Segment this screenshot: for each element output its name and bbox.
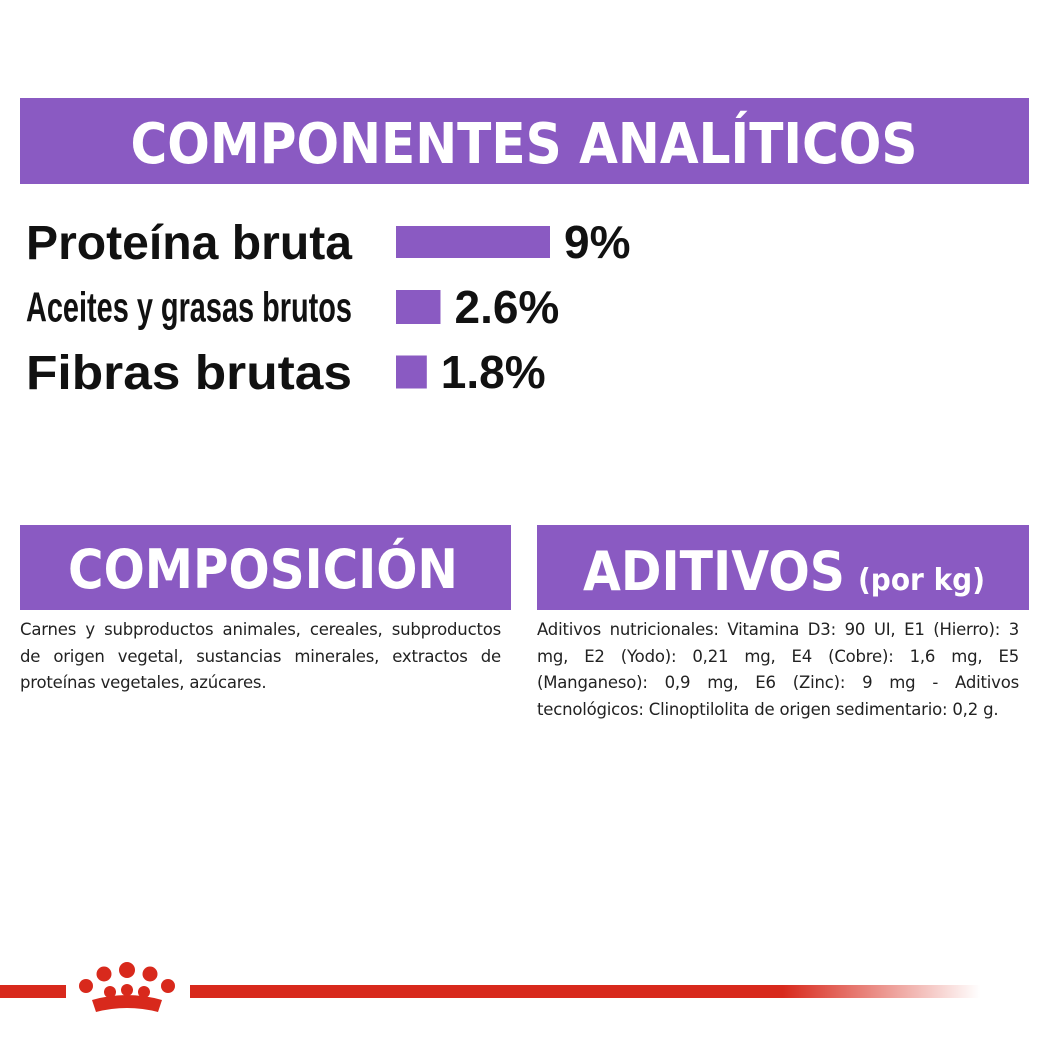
additives-text: Aditivos nutricionales: Vitamina D3: 90 … (537, 620, 1019, 719)
header-title: COMPONENTES ANALÍTICOS (131, 111, 918, 177)
additives-title: ADITIVOS (583, 540, 845, 603)
bar (396, 226, 550, 258)
category-label: Fibras brutas (26, 347, 352, 400)
logo (79, 962, 175, 1012)
footer-line (190, 985, 980, 998)
footer-line (0, 985, 66, 998)
category-label: Aceites y grasas brutos (26, 284, 352, 331)
additives-band (537, 525, 1029, 610)
value-label: 9% (564, 216, 630, 268)
composition-band (20, 525, 511, 610)
additives-subtitle: (por kg) (858, 563, 985, 598)
header-band (20, 98, 1029, 184)
composition-text: Carnes y subproductos animales, cereales… (20, 620, 501, 692)
value-label: 2.6% (454, 281, 559, 333)
composition-title: COMPOSICIÓN (68, 538, 458, 601)
value-label: 1.8% (441, 346, 546, 398)
bar (396, 355, 427, 389)
bar (396, 290, 441, 324)
category-label: Proteína bruta (26, 217, 352, 270)
